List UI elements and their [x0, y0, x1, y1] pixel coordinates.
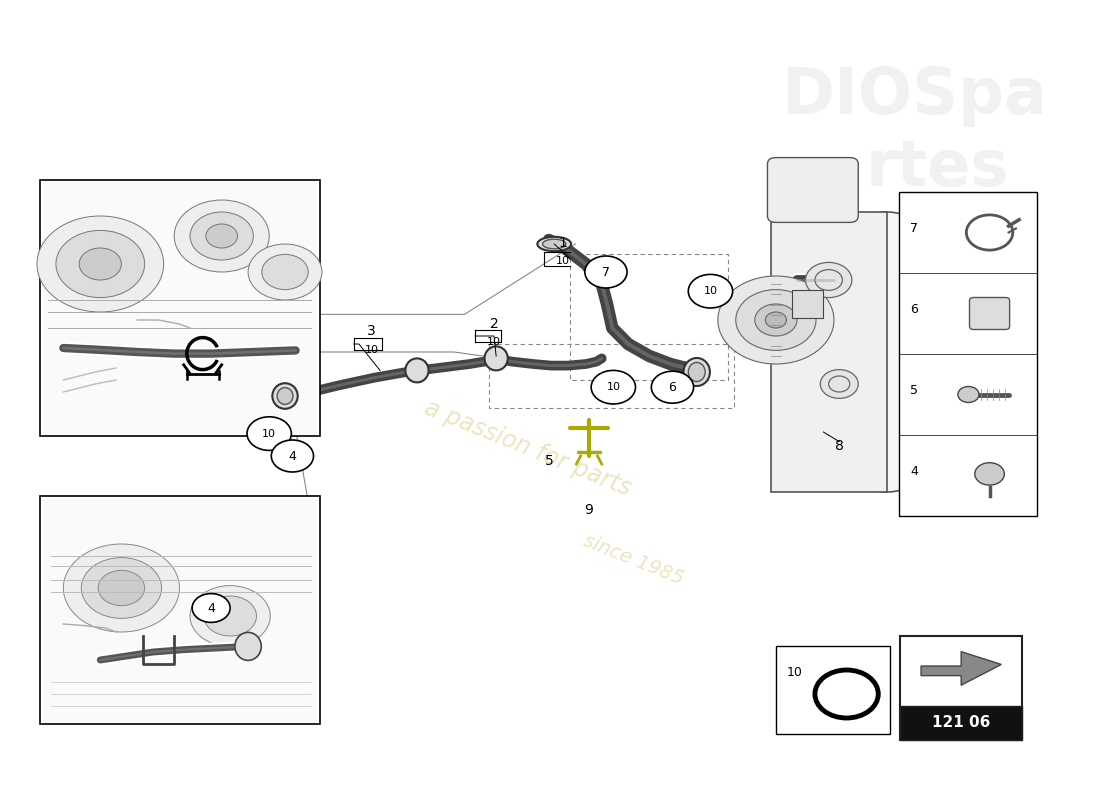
- Circle shape: [190, 212, 253, 260]
- Circle shape: [585, 256, 627, 288]
- Circle shape: [975, 462, 1004, 485]
- Text: 10: 10: [487, 337, 500, 346]
- Circle shape: [206, 224, 238, 248]
- FancyBboxPatch shape: [969, 298, 1010, 330]
- Circle shape: [958, 386, 979, 402]
- Ellipse shape: [798, 212, 977, 492]
- Ellipse shape: [273, 383, 298, 409]
- Ellipse shape: [542, 239, 565, 249]
- Text: since 1985: since 1985: [792, 231, 890, 249]
- Circle shape: [828, 376, 850, 392]
- Circle shape: [262, 254, 308, 290]
- Text: 7: 7: [602, 266, 609, 278]
- Text: 10: 10: [704, 286, 717, 296]
- Circle shape: [718, 276, 834, 364]
- Text: 5: 5: [544, 454, 553, 468]
- Polygon shape: [921, 652, 1001, 686]
- Text: 4: 4: [207, 602, 216, 614]
- Circle shape: [37, 216, 164, 312]
- Circle shape: [651, 371, 694, 403]
- Text: 10: 10: [364, 345, 378, 354]
- Circle shape: [81, 558, 162, 618]
- Text: 10: 10: [606, 382, 620, 392]
- Ellipse shape: [537, 237, 571, 251]
- Circle shape: [174, 200, 270, 272]
- Bar: [40, 180, 320, 436]
- Bar: [901, 636, 1022, 740]
- Circle shape: [192, 594, 230, 622]
- Circle shape: [56, 230, 144, 298]
- Text: 2: 2: [490, 317, 498, 331]
- Circle shape: [591, 370, 636, 404]
- Text: 10: 10: [556, 256, 570, 266]
- Text: 10: 10: [262, 429, 276, 438]
- Text: 8: 8: [835, 438, 844, 453]
- Circle shape: [736, 290, 816, 350]
- Text: 4: 4: [910, 465, 917, 478]
- Ellipse shape: [235, 632, 262, 661]
- Circle shape: [689, 274, 733, 308]
- Circle shape: [805, 262, 851, 298]
- Circle shape: [248, 417, 292, 450]
- FancyBboxPatch shape: [768, 158, 858, 222]
- Bar: [776, 646, 890, 734]
- Circle shape: [766, 312, 786, 328]
- Circle shape: [815, 270, 843, 290]
- Bar: [901, 706, 1022, 740]
- Ellipse shape: [406, 358, 429, 382]
- Circle shape: [79, 248, 121, 280]
- Bar: [43, 182, 317, 434]
- Text: a passion for parts: a passion for parts: [421, 395, 635, 501]
- Text: 9: 9: [584, 502, 594, 517]
- Circle shape: [755, 304, 797, 336]
- Circle shape: [249, 244, 322, 300]
- Text: rtes: rtes: [866, 137, 1009, 199]
- Text: 4: 4: [288, 450, 296, 462]
- Text: 121 06: 121 06: [932, 715, 990, 730]
- Circle shape: [821, 370, 858, 398]
- Text: 7: 7: [910, 222, 918, 235]
- Bar: [40, 496, 320, 724]
- Bar: [771, 212, 887, 492]
- Circle shape: [98, 570, 144, 606]
- Ellipse shape: [277, 388, 293, 404]
- Bar: [792, 290, 824, 318]
- Ellipse shape: [484, 346, 508, 370]
- Ellipse shape: [689, 362, 705, 382]
- Text: 5: 5: [910, 384, 918, 397]
- Text: 3: 3: [367, 324, 376, 338]
- Circle shape: [190, 586, 271, 646]
- Bar: [900, 192, 1036, 516]
- Ellipse shape: [683, 358, 710, 386]
- Text: 10: 10: [786, 666, 802, 678]
- Text: 6: 6: [910, 303, 917, 316]
- Circle shape: [64, 544, 179, 632]
- Text: DIOSpa: DIOSpa: [781, 65, 1047, 127]
- Circle shape: [204, 596, 256, 636]
- Text: since 1985: since 1985: [581, 531, 686, 589]
- Circle shape: [272, 440, 313, 472]
- Text: 1: 1: [558, 236, 568, 250]
- Bar: [43, 498, 317, 722]
- Text: 6: 6: [669, 381, 676, 394]
